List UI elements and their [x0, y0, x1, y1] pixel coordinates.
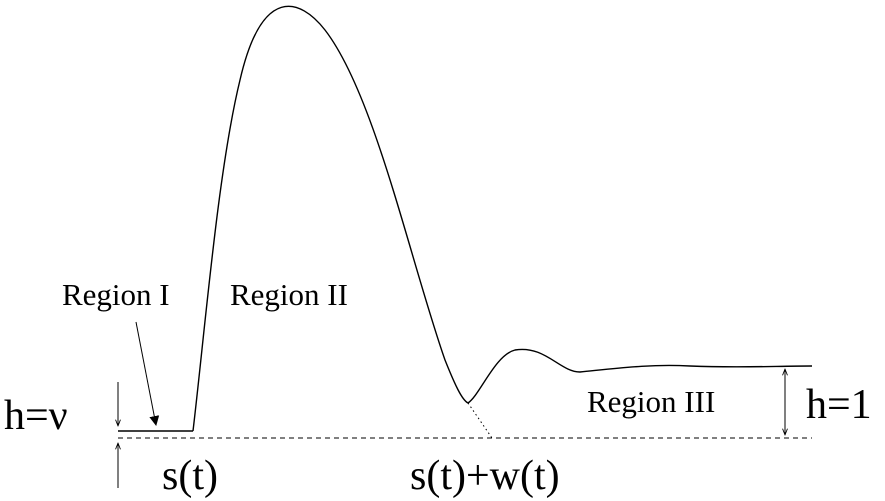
region-i-label: Region I [62, 277, 170, 312]
h-nu-label: h=ν [4, 393, 68, 439]
profile-curve [192, 5, 813, 432]
s-plus-w-label: s(t)+w(t) [410, 453, 560, 499]
s-t-label: s(t) [162, 453, 218, 499]
h-1-label: h=1 [806, 382, 872, 428]
region-ii-label: Region II [230, 277, 348, 312]
dotted-extension [467, 402, 493, 439]
region-i-pointer-arrow [135, 321, 160, 426]
region-iii-label: Region III [587, 384, 715, 419]
